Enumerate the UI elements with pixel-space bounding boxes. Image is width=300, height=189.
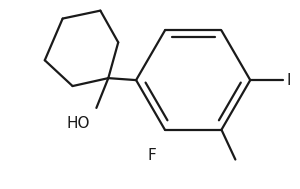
Text: HO: HO [67,116,90,131]
Text: I: I [287,73,292,88]
Text: F: F [148,148,156,163]
